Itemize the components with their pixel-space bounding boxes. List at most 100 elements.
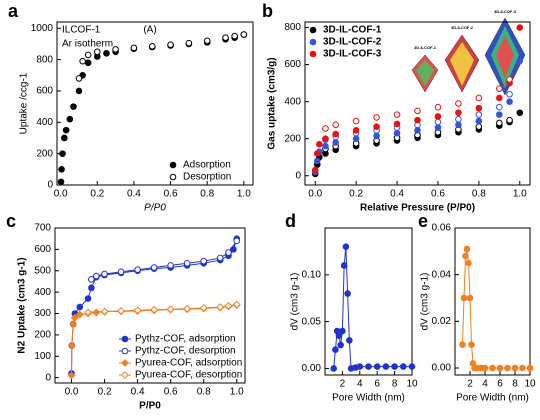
x-tick-label: 10 <box>406 379 418 390</box>
marker <box>166 305 175 314</box>
y-tick-label: 100 <box>34 351 51 362</box>
marker <box>88 276 95 283</box>
marker <box>489 364 496 372</box>
x-tick-label: 0.4 <box>131 387 145 398</box>
x-tick-label: 4 <box>482 379 488 390</box>
x-axis-label: Pore Width (nm) <box>332 393 405 404</box>
y-axis-label: N2 Uptake (cm3 g-1) <box>17 257 28 353</box>
annotation: Ar isotherm <box>62 39 113 50</box>
marker <box>79 57 86 65</box>
marker <box>84 295 92 302</box>
marker <box>75 75 83 82</box>
x-tick-label: 1.0 <box>230 387 244 398</box>
marker <box>332 346 339 354</box>
legend-marker <box>169 161 177 169</box>
panel: a 0.0 0.2 0.4 0.6 0.8 1.0 0 200 400 600 800 1000 P/P0… <box>8 1 254 214</box>
marker <box>455 121 462 129</box>
marker <box>496 111 503 118</box>
panel: c 0.0 0.2 0.4 0.6 0.8 1.0 0 100 200 300 400 500 600 70… <box>6 211 246 412</box>
y-tick-label: 500 <box>34 265 51 276</box>
marker <box>224 301 233 310</box>
x-tick-label: 0.2 <box>349 189 363 200</box>
marker <box>330 365 338 372</box>
marker <box>408 363 416 370</box>
x-tick-label: 0.6 <box>164 189 178 200</box>
x-axis-label: Relative Pressure (P/P0) <box>360 203 475 214</box>
marker <box>373 132 380 140</box>
marker <box>475 104 483 112</box>
legend-marker <box>309 26 317 34</box>
inset-label: 3D-ILCOF-1 <box>414 45 437 50</box>
marker <box>506 98 513 105</box>
x-tick-label: 0.4 <box>127 189 141 200</box>
y-tick-label: 0.10 <box>302 269 322 280</box>
x-tick-label: 8 <box>392 379 398 390</box>
marker <box>100 307 109 316</box>
series-line <box>462 248 530 369</box>
marker <box>414 116 421 124</box>
marker <box>400 363 407 370</box>
legend-label: 3D-IL-COF-1 <box>323 25 382 36</box>
marker <box>434 118 442 126</box>
panel-letter: a <box>8 1 19 21</box>
marker <box>465 259 472 267</box>
marker <box>76 303 84 311</box>
marker <box>365 363 372 370</box>
legend-label: Pyurea-COF, adsorption <box>135 358 242 369</box>
marker <box>335 332 343 339</box>
y-tick-label: 600 <box>284 59 301 70</box>
marker <box>185 39 193 47</box>
marker <box>130 44 138 52</box>
x-tick-label: 8 <box>512 379 518 390</box>
marker <box>57 178 65 186</box>
marker <box>200 257 207 265</box>
x-tick-label: 0.6 <box>164 387 178 398</box>
marker <box>199 304 208 312</box>
inset-label: 3D-ILCOF-2 <box>451 25 474 30</box>
x-tick-label: 0.8 <box>200 189 214 200</box>
x-tick-label: 0.8 <box>197 387 211 398</box>
x-tick-label: 0.0 <box>308 189 322 200</box>
legend-label: Pyurea-COF, desorption <box>135 370 242 381</box>
marker <box>352 117 360 125</box>
marker <box>150 305 159 314</box>
marker <box>506 116 513 124</box>
marker <box>481 364 489 372</box>
marker <box>183 304 192 313</box>
marker <box>475 123 483 130</box>
marker <box>511 364 519 372</box>
marker <box>313 150 321 157</box>
marker <box>231 32 238 40</box>
y-tick-label: 0.00 <box>432 363 452 374</box>
marker <box>455 109 462 117</box>
marker <box>233 237 241 245</box>
legend-marker <box>121 371 129 379</box>
marker <box>316 140 323 148</box>
x-tick-label: 1.0 <box>237 189 251 200</box>
marker <box>434 124 442 131</box>
legend-label: Pythz-COF, adsorption <box>135 334 236 345</box>
y-tick-label: 800 <box>36 54 53 65</box>
marker <box>240 31 248 38</box>
x-tick-label: 0.2 <box>90 189 104 200</box>
y-tick-label: 0.02 <box>432 316 452 327</box>
inset-image <box>411 17 526 96</box>
panel: d 2 4 6 8 10 0.00 0.05 0.10 Pore Width (nm) dV (cm… <box>285 211 418 404</box>
marker <box>414 107 421 115</box>
marker <box>332 121 339 129</box>
marker <box>112 46 119 53</box>
marker <box>167 262 174 269</box>
marker <box>459 341 466 348</box>
x-tick-label: 1.0 <box>513 189 527 200</box>
y-tick-label: 400 <box>36 117 53 128</box>
marker <box>133 306 142 315</box>
marker <box>322 125 329 132</box>
y-tick-label: 600 <box>34 244 51 255</box>
x-tick-label: 0.4 <box>390 189 404 200</box>
y-tick-label: 200 <box>284 133 301 144</box>
marker <box>148 42 156 50</box>
marker <box>103 50 110 57</box>
legend-label: 3D-IL-COF-3 <box>323 49 382 60</box>
y-tick-label: 400 <box>284 96 301 107</box>
